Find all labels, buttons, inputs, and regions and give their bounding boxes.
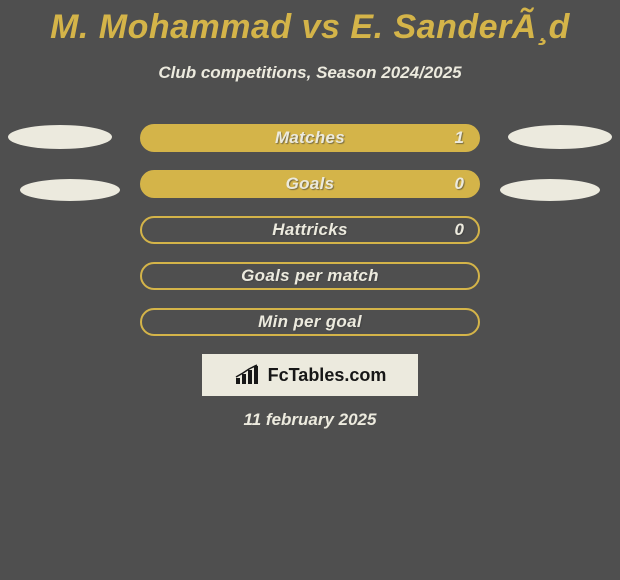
stat-bar-label: Goals per match	[142, 266, 478, 286]
decorative-ellipse	[8, 125, 112, 149]
decorative-ellipse	[508, 125, 612, 149]
barchart-icon	[234, 364, 262, 386]
stat-bar-value: 1	[455, 128, 464, 148]
brand-badge: FcTables.com	[202, 354, 418, 396]
page-subtitle: Club competitions, Season 2024/2025	[0, 63, 620, 83]
stats-bars: Matches1Goals0Hattricks0Goals per matchM…	[140, 124, 480, 354]
decorative-ellipse	[500, 179, 600, 201]
stat-bar-value: 0	[455, 174, 464, 194]
stat-bar-label: Matches	[142, 128, 478, 148]
stat-bar-value: 0	[455, 220, 464, 240]
stat-bar: Matches1	[140, 124, 480, 152]
stat-bar-label: Goals	[142, 174, 478, 194]
stat-bar: Min per goal	[140, 308, 480, 336]
page-title: M. Mohammad vs E. SanderÃ¸d	[0, 8, 620, 47]
stat-bar: Goals per match	[140, 262, 480, 290]
stat-bar: Goals0	[140, 170, 480, 198]
brand-text: FcTables.com	[268, 365, 387, 386]
stat-bar-label: Hattricks	[142, 220, 478, 240]
decorative-ellipse	[20, 179, 120, 201]
stat-bar: Hattricks0	[140, 216, 480, 244]
date-text: 11 february 2025	[0, 410, 620, 430]
stat-bar-label: Min per goal	[142, 312, 478, 332]
